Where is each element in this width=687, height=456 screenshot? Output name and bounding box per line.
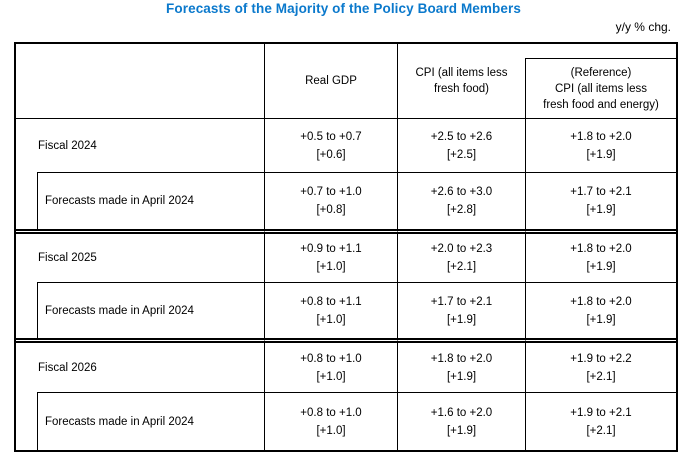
forecast-table: Real GDP CPI (all items less fresh food)… [14, 42, 678, 452]
forecast-central: [+1.0] [316, 261, 346, 273]
fy2024-april-cpi-cell: +2.6 to +3.0 [+2.8] [397, 172, 525, 229]
forecast-central: [+1.9] [586, 148, 616, 161]
forecast-central: [+2.1] [586, 424, 616, 437]
forecast-range: +0.8 to +1.1 [300, 295, 362, 308]
fy2025-april-gdp-cell: +0.8 to +1.1 [+1.0] [264, 282, 397, 338]
cpi-header-line1: CPI (all items less [415, 67, 508, 79]
fy2025-row-label: Fiscal 2025 [16, 229, 264, 282]
reference-header-cell: (Reference) CPI (all items less fresh fo… [525, 44, 676, 118]
forecast-range: +2.6 to +3.0 [430, 186, 493, 198]
fy2026-april-gdp-cell: +0.8 to +1.0 [+1.0] [264, 392, 397, 450]
forecast-central: [+1.0] [316, 370, 346, 383]
real-gdp-header-cell: Real GDP [264, 44, 397, 118]
forecast-range: +0.9 to +1.1 [300, 243, 362, 255]
fy2026-april-row-label: Forecasts made in April 2024 [37, 392, 264, 450]
forecast-central: [+0.6] [316, 148, 346, 161]
forecast-central: [+1.9] [446, 424, 477, 437]
forecast-range: +0.8 to +1.0 [300, 352, 362, 365]
forecast-central: [+0.8] [316, 204, 346, 216]
forecast-central: [+1.9] [446, 313, 477, 326]
fy2025-cpi-cell: +2.0 to +2.3 [+2.1] [397, 229, 525, 282]
forecast-range: +1.6 to +2.0 [430, 406, 493, 419]
forecast-range: +0.7 to +1.0 [300, 186, 362, 198]
fy2025-gdp-cell: +0.9 to +1.1 [+1.0] [264, 229, 397, 282]
fy2025-ref-cell: +1.8 to +2.0 [+1.9] [525, 229, 676, 282]
fy2024-gdp-cell: +0.5 to +0.7 [+0.6] [264, 118, 397, 172]
fy2024-row-label: Fiscal 2024 [16, 118, 264, 172]
forecast-central: [+1.0] [316, 424, 346, 437]
fy2024-april-gdp-cell: +0.7 to +1.0 [+0.8] [264, 172, 397, 229]
reference-header-line1: (Reference) [570, 66, 632, 79]
row-label-header-cell [16, 44, 264, 118]
fy2026-row-label: Fiscal 2026 [16, 338, 264, 392]
forecast-range: +1.7 to +2.1 [430, 295, 493, 308]
forecast-central: [+2.5] [446, 148, 477, 161]
forecast-central: [+1.9] [446, 370, 477, 383]
forecast-central: [+1.9] [586, 204, 616, 216]
forecast-range: +1.7 to +2.1 [570, 186, 632, 198]
unit-note: y/y % chg. [615, 20, 671, 34]
reference-header-box: (Reference) CPI (all items less fresh fo… [525, 58, 676, 118]
fy2024-april-ref-cell: +1.7 to +2.1 [+1.9] [525, 172, 676, 229]
fy2024-april-row-label: Forecasts made in April 2024 [37, 172, 264, 229]
fy2026-april-ref-cell: +1.9 to +2.1 [+2.1] [525, 392, 676, 450]
fy2024-cpi-cell: +2.5 to +2.6 [+2.5] [397, 118, 525, 172]
fy2026-ref-cell: +1.9 to +2.2 [+2.1] [525, 338, 676, 392]
fy2024-april-label-cell: Forecasts made in April 2024 [16, 172, 264, 229]
forecast-range: +2.5 to +2.6 [430, 130, 493, 143]
forecast-central: [+2.1] [586, 370, 616, 383]
cpi-header-cell: CPI (all items less fresh food) [397, 44, 525, 118]
forecast-range: +1.8 to +2.0 [430, 352, 493, 365]
forecast-central: [+1.9] [586, 313, 616, 326]
fy2026-april-cpi-cell: +1.6 to +2.0 [+1.9] [397, 392, 525, 450]
fy2025-april-cpi-cell: +1.7 to +2.1 [+1.9] [397, 282, 525, 338]
forecast-central: [+1.0] [316, 313, 346, 326]
reference-header-line2: CPI (all items less [554, 82, 648, 95]
fy2025-april-label-cell: Forecasts made in April 2024 [16, 282, 264, 338]
forecast-range: +1.8 to +2.0 [570, 295, 632, 308]
real-gdp-header-label: Real GDP [305, 75, 357, 87]
forecast-central: [+2.8] [446, 204, 477, 216]
fy2026-gdp-cell: +0.8 to +1.0 [+1.0] [264, 338, 397, 392]
forecast-range: +1.9 to +2.2 [570, 352, 632, 365]
fy2026-april-label-cell: Forecasts made in April 2024 [16, 392, 264, 450]
fy2025-april-ref-cell: +1.8 to +2.0 [+1.9] [525, 282, 676, 338]
forecast-range: +1.8 to +2.0 [570, 130, 632, 143]
forecast-range: +1.9 to +2.1 [570, 406, 632, 419]
forecast-central: [+2.1] [446, 261, 477, 273]
forecast-central: [+1.9] [586, 261, 616, 273]
forecast-range: +0.8 to +1.0 [300, 406, 362, 419]
fy2024-ref-cell: +1.8 to +2.0 [+1.9] [525, 118, 676, 172]
forecast-range: +0.5 to +0.7 [300, 130, 362, 143]
forecast-range: +2.0 to +2.3 [430, 243, 493, 255]
fy2026-cpi-cell: +1.8 to +2.0 [+1.9] [397, 338, 525, 392]
reference-header-line3: fresh food and energy) [543, 98, 659, 111]
cpi-header-line2: fresh food) [434, 83, 489, 95]
fy2025-april-row-label: Forecasts made in April 2024 [37, 282, 264, 338]
page-title: Forecasts of the Majority of the Policy … [166, 1, 521, 16]
forecast-range: +1.8 to +2.0 [570, 243, 632, 255]
